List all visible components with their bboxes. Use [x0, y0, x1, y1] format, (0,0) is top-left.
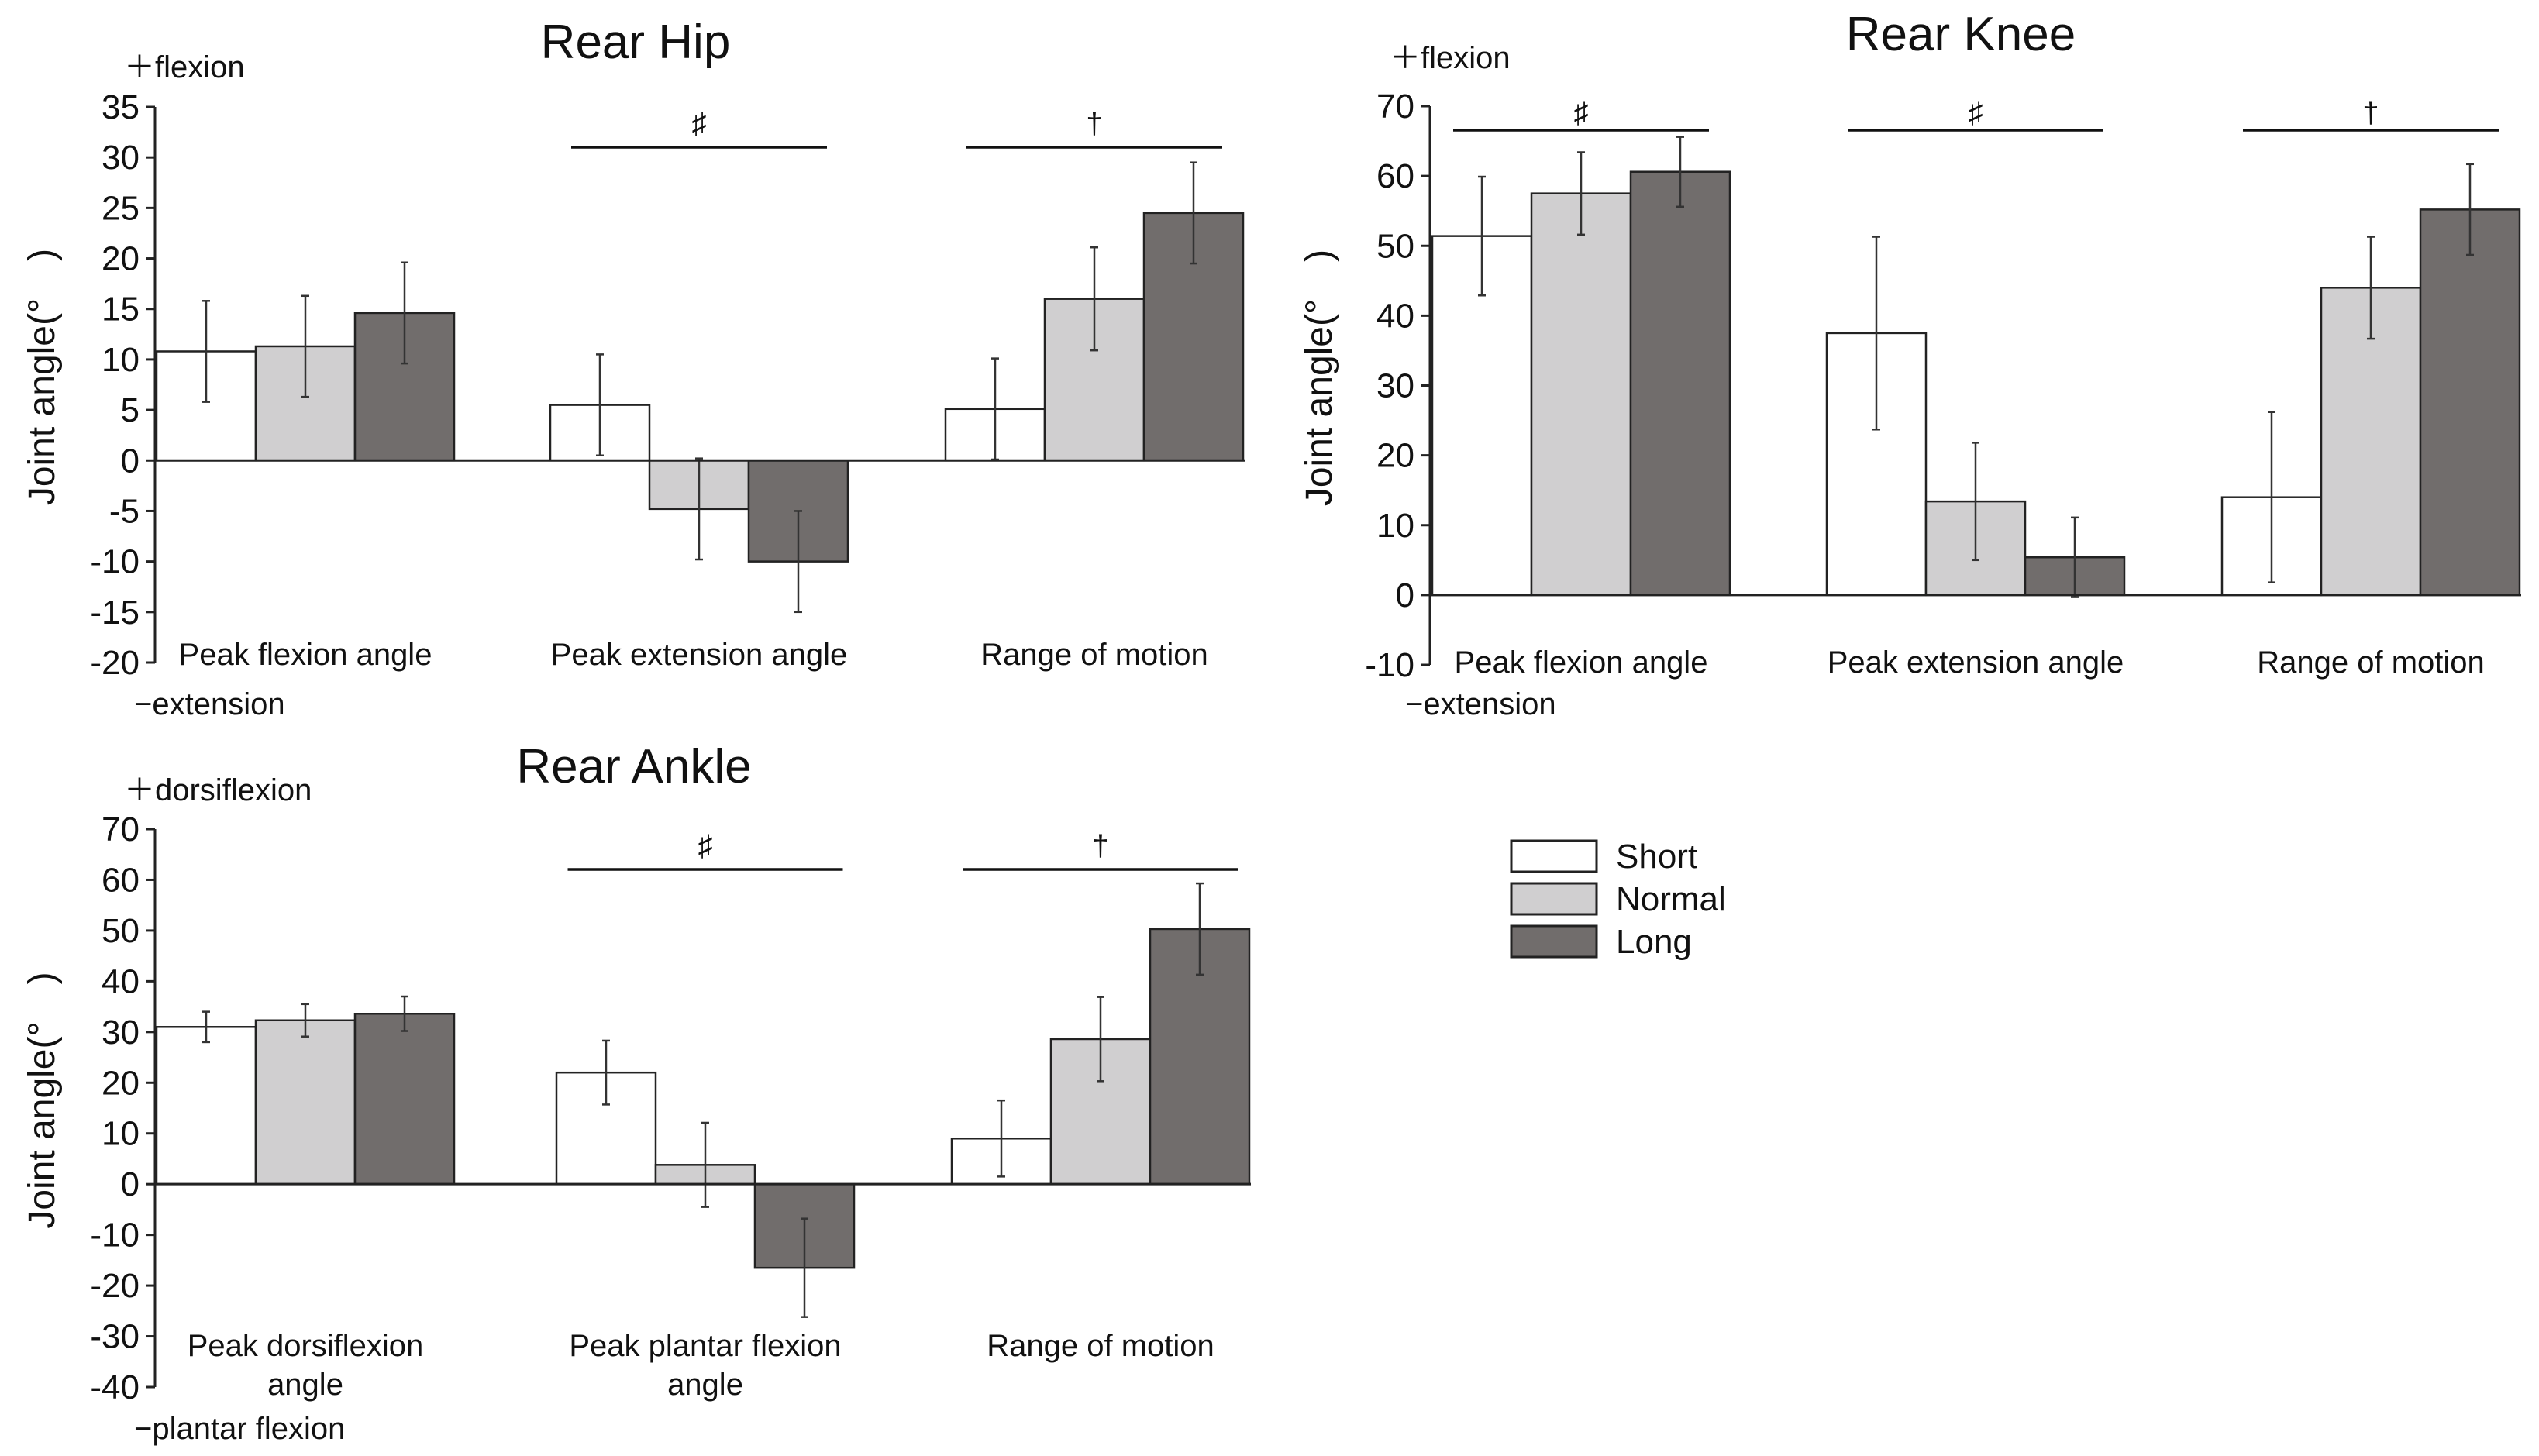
negative-direction-label: −plantar flexion — [134, 1412, 345, 1446]
y-tick-label: 40 — [1376, 297, 1414, 335]
y-tick-label: 30 — [102, 1014, 140, 1052]
significance-symbol: ♯ — [698, 830, 713, 862]
negative-direction-label: −extension — [1405, 687, 1556, 721]
y-tick-label: -10 — [90, 1217, 140, 1255]
bar-long — [2419, 208, 2521, 597]
y-tick-label: 0 — [121, 442, 140, 480]
significance-symbol: † — [1092, 830, 1108, 862]
chart-2: Rear Ankle ＋dorsiflexion −plantar flexion J… — [22, 740, 1251, 1446]
y-tick-label: -40 — [90, 1368, 140, 1406]
chart-0: Rear Hip ＋flexion −extension Joint angle(° … — [22, 15, 1245, 721]
y-tick-label: -30 — [90, 1318, 140, 1356]
y-tick-label: 25 — [102, 189, 140, 227]
category-label: Range of motion — [987, 1329, 1214, 1363]
negative-direction-label: −extension — [134, 687, 285, 721]
significance-symbol: ♯ — [692, 108, 707, 140]
bar-long — [353, 1013, 456, 1186]
y-tick-label: 30 — [102, 139, 140, 177]
legend-swatch-normal — [1510, 882, 1598, 916]
significance-symbol: ♯ — [1969, 97, 1983, 129]
y-tick-label: 5 — [121, 391, 140, 429]
y-tick-label: 60 — [1376, 157, 1414, 195]
legend-label-long: Long — [1616, 923, 1692, 961]
bar-normal — [254, 1019, 357, 1186]
y-tick-label: 70 — [102, 811, 140, 848]
y-tick-label: 0 — [1396, 577, 1414, 614]
y-tick-label: 50 — [1376, 227, 1414, 265]
y-tick-label: 20 — [102, 240, 140, 278]
y-tick-label: 30 — [1376, 367, 1414, 405]
y-tick-label: -15 — [90, 594, 140, 632]
positive-direction-label: ＋flexion — [1390, 41, 1511, 75]
category-label: Range of motion — [2257, 645, 2485, 680]
category-label: Range of motion — [980, 638, 1208, 672]
y-tick-label: 35 — [102, 88, 140, 126]
y-tick-label: 70 — [1376, 88, 1414, 126]
significance-symbol: † — [1086, 108, 1102, 140]
chart-title: Rear Ankle — [516, 740, 751, 793]
chart-1: Rear Knee ＋flexion −extension Joint angle(°… — [1299, 8, 2521, 721]
y-axis-title: Joint angle(° ) — [22, 972, 63, 1228]
category-label: Peak flexion angle — [1455, 645, 1708, 680]
y-tick-label: 40 — [102, 962, 140, 1000]
y-tick-label: 10 — [102, 341, 140, 379]
bar-short — [155, 1026, 257, 1186]
positive-direction-label: ＋dorsiflexion — [124, 773, 312, 807]
y-tick-label: -20 — [90, 644, 140, 682]
y-axis-title: Joint angle(° ) — [22, 249, 63, 505]
significance-symbol: ♯ — [1574, 97, 1589, 129]
y-tick-label: 20 — [102, 1064, 140, 1102]
category-label: angle — [667, 1368, 743, 1402]
category-label: Peak extension angle — [551, 638, 848, 672]
legend: Short Normal Long — [1510, 838, 1726, 961]
category-label: Peak plantar flexion — [569, 1329, 841, 1363]
bar-normal — [1530, 192, 1632, 597]
y-tick-label: 60 — [102, 861, 140, 899]
legend-swatch-long — [1510, 924, 1598, 959]
y-tick-label: -20 — [90, 1267, 140, 1305]
y-tick-label: 15 — [102, 291, 140, 329]
chart-title: Rear Knee — [1846, 8, 2076, 61]
y-tick-label: 10 — [102, 1115, 140, 1153]
y-tick-label: -5 — [109, 492, 140, 530]
legend-label-normal: Normal — [1616, 880, 1726, 918]
y-tick-label: 0 — [121, 1165, 140, 1203]
y-tick-label: -10 — [90, 543, 140, 581]
legend-label-short: Short — [1616, 838, 1697, 876]
y-tick-label: 50 — [102, 912, 140, 950]
y-axis-title: Joint angle(° ) — [1299, 250, 1340, 506]
chart-title: Rear Hip — [541, 15, 731, 69]
y-tick-label: -10 — [1365, 646, 1414, 684]
y-tick-label: 20 — [1376, 437, 1414, 475]
category-label: Peak extension angle — [1828, 645, 2124, 680]
legend-swatch-short — [1510, 839, 1598, 873]
category-label: Peak flexion angle — [179, 638, 432, 672]
bar-long — [1629, 170, 1731, 597]
y-tick-label: 10 — [1376, 507, 1414, 545]
category-label: Peak dorsiflexion — [188, 1329, 424, 1363]
significance-symbol: † — [2362, 97, 2379, 129]
category-label: angle — [267, 1368, 343, 1402]
positive-direction-label: ＋flexion — [124, 50, 245, 84]
